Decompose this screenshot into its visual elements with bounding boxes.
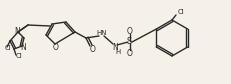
Text: N: N	[20, 43, 26, 51]
Text: S: S	[126, 37, 132, 47]
Text: H: H	[115, 49, 121, 55]
Text: O: O	[53, 43, 59, 51]
Text: O: O	[127, 49, 133, 58]
Text: HN: HN	[97, 30, 107, 36]
Text: N: N	[112, 44, 118, 52]
Text: Cl: Cl	[5, 45, 12, 51]
Text: O: O	[127, 26, 133, 36]
Text: Cl: Cl	[178, 9, 184, 15]
Text: Cl: Cl	[16, 53, 23, 59]
Text: O: O	[90, 45, 96, 54]
Text: N: N	[14, 26, 20, 36]
